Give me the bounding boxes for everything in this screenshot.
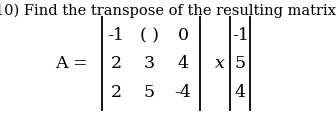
Text: 5: 5 <box>235 55 246 72</box>
Text: ( ): ( ) <box>140 27 159 44</box>
Text: -4: -4 <box>175 84 192 101</box>
Text: 3: 3 <box>144 55 155 72</box>
Text: 2: 2 <box>110 84 122 101</box>
Text: 0: 0 <box>178 27 188 44</box>
Text: x: x <box>215 55 225 72</box>
Text: A =: A = <box>55 55 87 72</box>
Text: 10) Find the transpose of the resulting matrix:: 10) Find the transpose of the resulting … <box>0 4 336 18</box>
Text: 5: 5 <box>144 84 155 101</box>
Text: 4: 4 <box>178 55 188 72</box>
Text: 2: 2 <box>110 55 122 72</box>
Text: -1: -1 <box>108 27 124 44</box>
Text: 4: 4 <box>235 84 246 101</box>
Text: -1: -1 <box>232 27 249 44</box>
